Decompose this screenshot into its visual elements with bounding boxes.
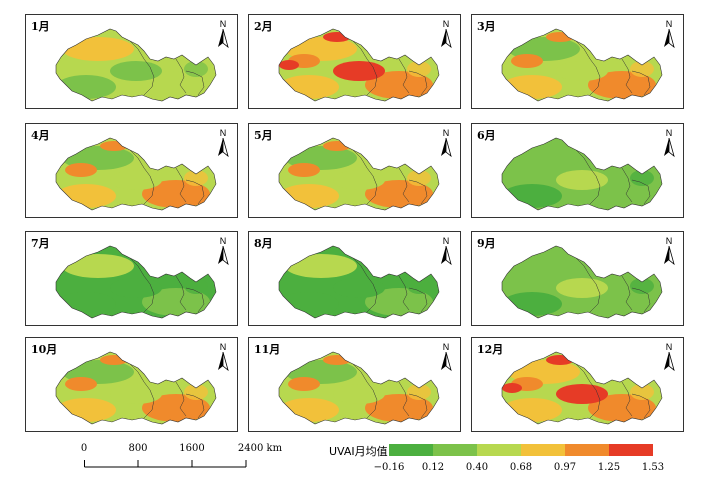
legend-swatch [389,444,433,456]
legend-swatch [477,444,521,456]
north-arrow-icon [441,138,452,158]
north-arrow-icon [441,352,452,372]
map-panel: 1月 N [25,14,238,109]
month-label: 3月 [477,20,496,33]
north-label: N [219,236,227,246]
month-label: 11月 [254,343,281,356]
north-label: N [665,128,673,138]
map-panel: 2月 N [248,14,461,109]
scale-bar: 0 800 1600 2400 km [80,443,284,473]
map-shape [55,28,217,102]
north-arrow-icon [664,246,675,266]
map-shape [278,351,440,425]
legend-tick-label: 1.53 [641,462,665,473]
map-panel: 9月 N [471,231,684,326]
north-arrow: N [215,19,231,49]
month-label: 7月 [31,237,50,250]
legend-tick-label: 1.25 [597,462,621,473]
month-label: 6月 [477,129,496,142]
north-label: N [442,236,450,246]
map-panel: 11月 N [248,337,461,432]
month-label: 4月 [31,129,50,142]
month-label: 12月 [477,343,504,356]
north-arrow: N [215,342,231,372]
map-shape [55,245,217,319]
map-panel: 5月 N [248,123,461,218]
legend-swatch [433,444,477,456]
north-label: N [665,342,673,352]
north-label: N [665,236,673,246]
north-arrow: N [438,19,454,49]
north-arrow-icon [218,138,229,158]
north-label: N [219,128,227,138]
north-arrow-icon [218,352,229,372]
north-label: N [442,128,450,138]
north-label: N [442,342,450,352]
legend-tick-label: 0.40 [465,462,489,473]
north-arrow: N [215,128,231,158]
north-arrow-icon [664,138,675,158]
map-shape [501,245,663,319]
color-legend: UVAI月均值 −0.16 0.12 0.40 0.68 0.97 1.25 1.53 [329,443,669,478]
legend-tick-label: 0.12 [421,462,445,473]
north-arrow-icon [664,352,675,372]
scale-tick-2400: 2400 km [237,443,283,454]
north-arrow: N [438,128,454,158]
map-panel: 6月 N [471,123,684,218]
scale-tick-800: 800 [128,443,148,454]
legend-swatch [565,444,609,456]
map-panel: 12月 N [471,337,684,432]
scale-tick-1600: 1600 [179,443,205,454]
map-panel: 4月 N [25,123,238,218]
map-shape [501,28,663,102]
legend-title: UVAI月均值 [329,445,388,458]
legend-color-bar [389,444,653,456]
north-label: N [219,19,227,29]
scale-bar-graphic [84,460,247,468]
north-arrow: N [661,342,677,372]
north-arrow: N [661,19,677,49]
map-shape [278,137,440,211]
map-shape [501,137,663,211]
legend-tick-label: 0.68 [509,462,533,473]
map-panel: 7月 N [25,231,238,326]
map-shape [278,245,440,319]
map-shape [278,28,440,102]
map-shape [55,351,217,425]
map-shape [501,351,663,425]
map-panel: 3月 N [471,14,684,109]
north-arrow: N [438,236,454,266]
north-arrow: N [215,236,231,266]
north-arrow-icon [664,29,675,49]
north-arrow: N [438,342,454,372]
north-arrow-icon [218,29,229,49]
legend-tick-label: −0.16 [373,462,405,473]
map-panel: 10月 N [25,337,238,432]
month-label: 5月 [254,129,273,142]
month-label: 8月 [254,237,273,250]
month-label: 2月 [254,20,273,33]
month-label: 9月 [477,237,496,250]
north-arrow-icon [441,246,452,266]
map-panel: 8月 N [248,231,461,326]
north-arrow-icon [441,29,452,49]
north-label: N [442,19,450,29]
legend-tick-label: 0.97 [553,462,577,473]
map-shape [55,137,217,211]
north-arrow: N [661,236,677,266]
legend-swatch [521,444,565,456]
north-arrow-icon [218,246,229,266]
north-label: N [219,342,227,352]
legend-ticks: −0.16 0.12 0.40 0.68 0.97 1.25 1.53 [374,462,669,476]
month-label: 1月 [31,20,50,33]
month-label: 10月 [31,343,58,356]
north-arrow: N [661,128,677,158]
legend-swatch [609,444,653,456]
scale-tick-0: 0 [80,443,88,454]
north-label: N [665,19,673,29]
